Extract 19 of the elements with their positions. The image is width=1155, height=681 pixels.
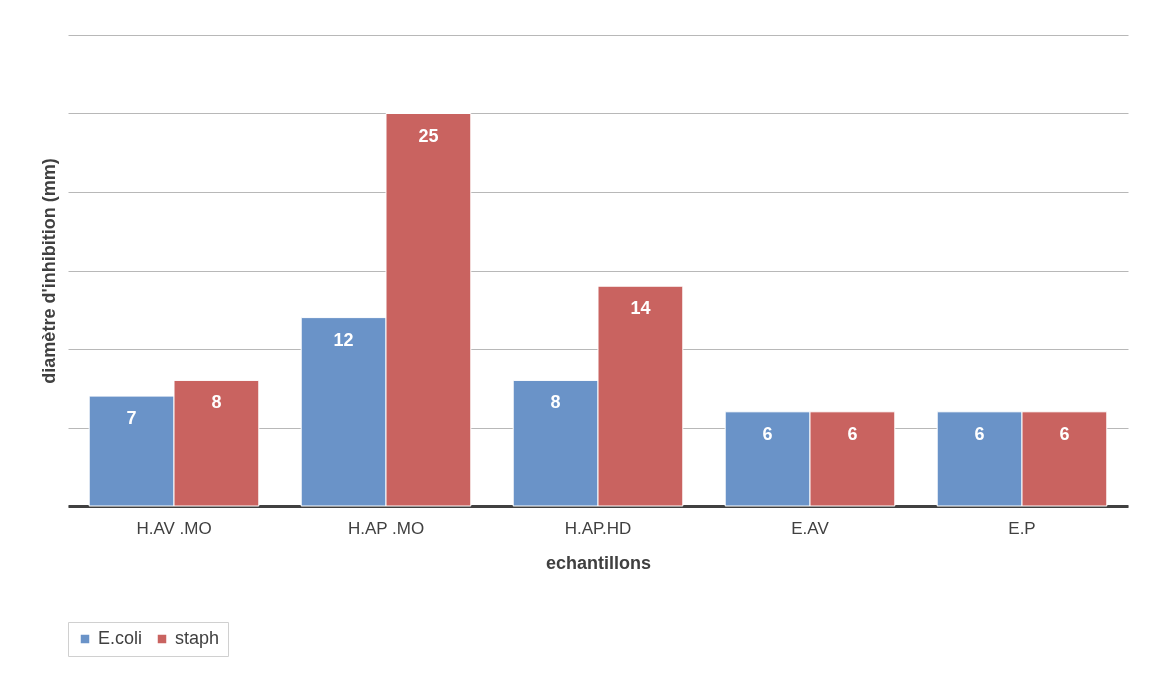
data-label: 25: [418, 125, 439, 146]
legend-label: staph: [175, 628, 220, 648]
x-axis-title: echantillons: [545, 552, 652, 573]
x-tick-label: H.AP .MO: [347, 518, 425, 538]
data-label: 6: [974, 423, 985, 444]
data-label: 6: [1059, 423, 1070, 444]
x-tick-label: E.AV: [791, 518, 830, 538]
data-label: 12: [333, 329, 354, 350]
data-label: 8: [211, 392, 222, 413]
data-label: 7: [126, 408, 137, 429]
x-tick-label: E.P: [1008, 518, 1036, 538]
legend-label: E.coli: [98, 628, 143, 648]
x-tick-label: H.AV .MO: [136, 518, 212, 538]
data-label: 14: [630, 298, 651, 319]
data-label: 6: [762, 423, 773, 444]
data-label: 8: [550, 392, 561, 413]
x-tick-label: H.AP.HD: [564, 518, 632, 538]
data-label: 6: [847, 423, 858, 444]
y-axis-title: diamètre d'inhibition (mm): [38, 158, 59, 384]
